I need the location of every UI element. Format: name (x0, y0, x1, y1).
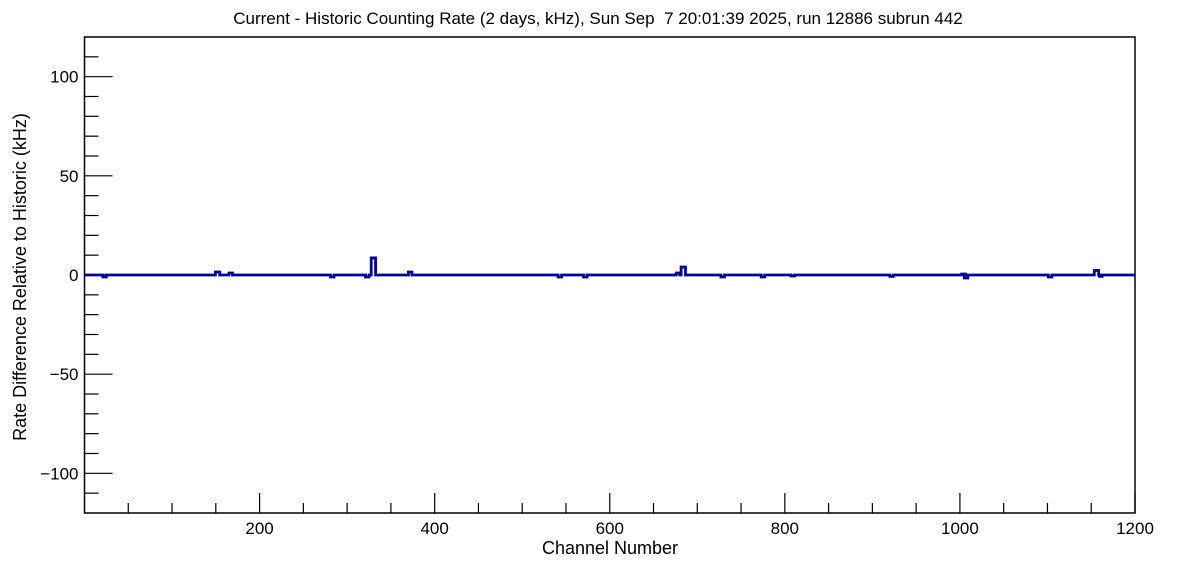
y-tick-label: −50 (50, 365, 79, 384)
x-tick-label: 1000 (941, 519, 979, 538)
y-tick-label: 0 (69, 266, 78, 285)
x-tick-label: 600 (596, 519, 624, 538)
y-tick-label: 100 (50, 68, 78, 87)
x-tick-label: 800 (771, 519, 799, 538)
x-tick-label: 400 (420, 519, 448, 538)
y-tick-label: −100 (40, 464, 78, 483)
data-series-line (84, 256, 1135, 280)
x-tick-label: 1200 (1116, 519, 1154, 538)
chart-title: Current - Historic Counting Rate (2 days… (233, 9, 963, 28)
x-axis-title: Channel Number (541, 538, 679, 558)
y-tick-label: 50 (60, 167, 79, 186)
x-tick-label: 200 (245, 519, 273, 538)
